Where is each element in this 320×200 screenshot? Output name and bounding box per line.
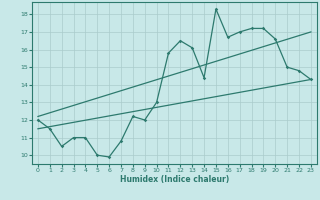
X-axis label: Humidex (Indice chaleur): Humidex (Indice chaleur) <box>120 175 229 184</box>
